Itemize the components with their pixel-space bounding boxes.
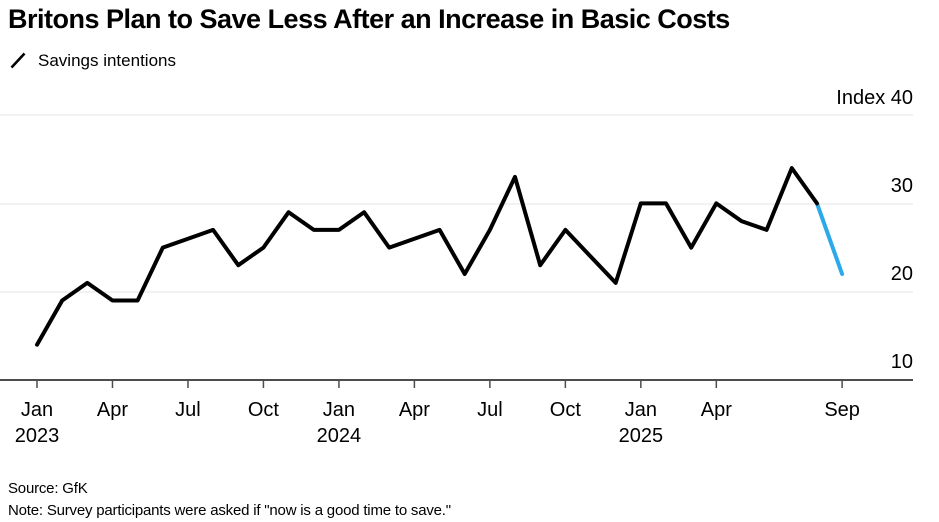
x-tick-label: Oct [248,399,280,421]
legend: Savings intentions [10,51,176,71]
x-tick-label: Jul [175,399,201,421]
x-tick-label: Sep [824,399,860,421]
page-title: Britons Plan to Save Less After an Incre… [8,4,730,34]
x-tick-label: Apr [701,399,732,421]
x-tick-label: Jul [477,399,503,421]
y-axis-unit-label: Index 40 [836,87,913,109]
survey-note: Note: Survey participants were asked if … [8,502,451,519]
series-savings-intentions [35,166,819,347]
x-tick-year-label: 2023 [15,425,60,447]
x-tick-label: Oct [550,399,582,421]
source-note: Source: GfK [8,480,88,497]
y-tick-label-10: 10 [891,351,913,373]
line-slash-icon [10,52,26,69]
x-tick-label: Apr [97,399,128,421]
y-tick-label-20: 20 [891,263,913,285]
x-tick-year-label: 2025 [619,425,664,447]
legend-label: Savings intentions [38,51,176,70]
x-tick-year-label: 2024 [317,425,362,447]
y-tick-label-30: 30 [891,175,913,197]
x-tick-label: Jan [625,399,657,421]
x-tick-label: Jan [21,399,53,421]
footer: Source: GfK Note: Survey participants we… [8,478,451,522]
x-tick-label: Apr [399,399,430,421]
x-axis-ticks: Jan 2023 Apr Jul Oct Jan 2024 Apr Jul Oct Jan 2025 A… [15,380,860,447]
series-latest-segment [815,201,845,276]
x-tick-label: Jan [323,399,355,421]
